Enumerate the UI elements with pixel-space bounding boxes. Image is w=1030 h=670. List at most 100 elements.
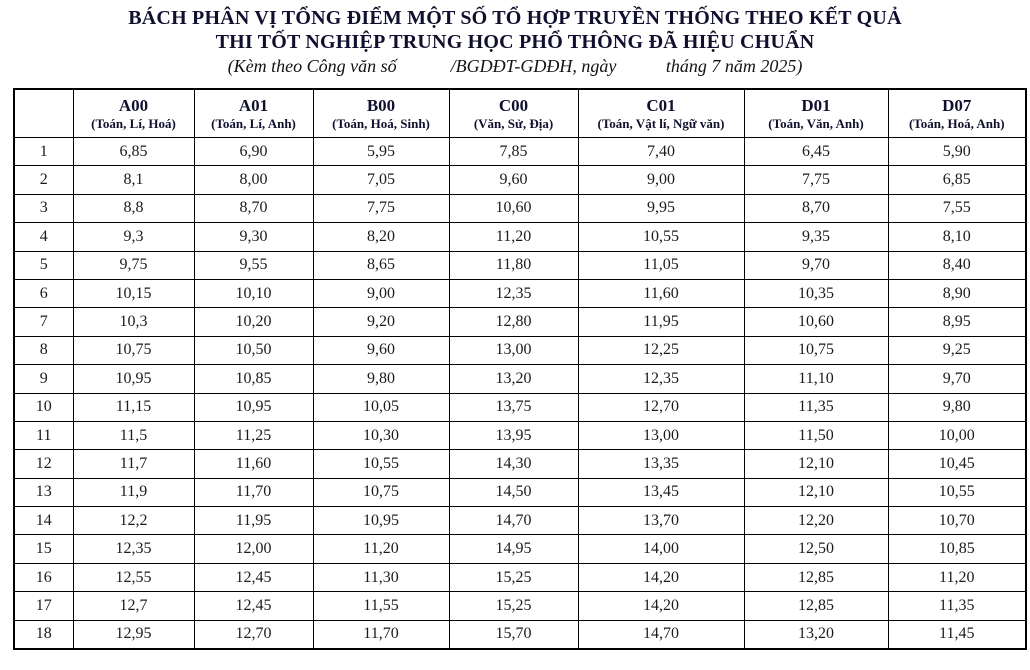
percentile-number: 13 xyxy=(13,477,74,508)
table-row: 17 12,7 12,45 11,55 15,25 14,20 12,85 11,35 xyxy=(13,591,1027,621)
score-cell: 9,35 xyxy=(743,222,889,252)
percentile-number: 16 xyxy=(13,562,74,593)
score-cell: 8,70 xyxy=(193,193,314,224)
score-cell: 8,1 xyxy=(72,165,195,195)
page-title-line1: BÁCH PHÂN VỊ TỔNG ĐIỂM MỘT SỐ TỔ HỢP TRU… xyxy=(128,7,902,29)
score-cell: 10,55 xyxy=(887,477,1027,508)
column-code: A01 xyxy=(238,96,269,115)
percentile-number: 10 xyxy=(13,392,74,422)
column-subjects: (Toán, Hoá, Anh) xyxy=(908,116,1005,131)
score-cell: 13,70 xyxy=(577,506,745,536)
score-cell: 8,65 xyxy=(312,250,450,280)
score-cell: 10,45 xyxy=(887,449,1027,479)
column-header-blank xyxy=(13,88,74,138)
document-header: BÁCH PHÂN VỊ TỔNG ĐIỂM MỘT SỐ TỔ HỢP TRU… xyxy=(0,0,1030,77)
percentile-score-table: A00 (Toán, Lí, Hoá) A01 (Toán, Lí, Anh) B00(… xyxy=(13,88,1027,651)
score-cell: 8,95 xyxy=(887,307,1027,337)
score-cell: 11,20 xyxy=(887,562,1027,593)
score-cell: 10,75 xyxy=(312,477,450,508)
score-cell: 14,20 xyxy=(577,562,745,593)
column-subjects: (Toán, Vật lí, Ngữ văn) xyxy=(597,116,725,131)
percentile-number: 18 xyxy=(13,619,74,650)
page-subtitle: (Kèm theo Công văn số /BGDĐT-GDĐH, ngày … xyxy=(227,56,803,76)
table-row: 6 10,15 10,10 9,00 12,35 11,60 10,35 8,90 xyxy=(13,278,1027,309)
column-subjects: (Toán, Văn, Anh) xyxy=(768,116,864,131)
score-cell: 9,60 xyxy=(448,165,579,195)
score-cell: 13,75 xyxy=(448,392,579,422)
score-cell: 13,45 xyxy=(577,477,745,508)
table-header-row: A00 (Toán, Lí, Hoá) A01 (Toán, Lí, Anh) B00(… xyxy=(13,88,1027,138)
column-code: B00 xyxy=(366,96,396,115)
score-cell: 10,35 xyxy=(743,278,889,309)
page-title-line2: THI TỐT NGHIỆP TRUNG HỌC PHỔ THÔNG ĐÃ HI… xyxy=(215,31,815,53)
percentile-number: 4 xyxy=(13,222,74,252)
score-cell: 11,05 xyxy=(577,250,745,280)
score-cell: 12,00 xyxy=(193,534,314,564)
score-cell: 9,80 xyxy=(312,364,450,394)
score-cell: 11,10 xyxy=(743,364,889,394)
column-header-D01: D01 (Toán, Văn, Anh) xyxy=(743,88,889,138)
score-cell: 10,95 xyxy=(312,506,450,536)
score-cell: 12,85 xyxy=(743,591,889,621)
score-cell: 13,20 xyxy=(448,364,579,394)
table-row: 4 9,3 9,30 8,20 11,20 10,55 9,35 8,10 xyxy=(13,222,1027,252)
score-cell: 11,55 xyxy=(312,591,450,621)
score-cell: 10,75 xyxy=(72,335,195,366)
score-cell: 10,3 xyxy=(72,307,195,337)
score-cell: 8,20 xyxy=(312,222,450,252)
percentile-number: 6 xyxy=(13,278,74,309)
score-cell: 13,00 xyxy=(577,420,745,451)
table-row: 15 12,35 12,00 11,20 14,95 14,00 12,50 10,85 xyxy=(13,534,1027,564)
score-cell: 6,90 xyxy=(193,136,314,167)
table-row: 1 6,85 6,90 5,95 7,85 7,40 6,45 5,90 xyxy=(13,136,1027,167)
table-row: 2 8,1 8,00 7,05 9,60 9,00 7,75 6,85 xyxy=(13,165,1027,195)
score-cell: 14,95 xyxy=(448,534,579,564)
score-cell: 9,75 xyxy=(72,250,195,280)
score-cell: 15,25 xyxy=(448,562,579,593)
score-cell: 8,70 xyxy=(743,193,889,224)
score-cell: 8,40 xyxy=(887,250,1027,280)
score-cell: 11,25 xyxy=(193,420,314,451)
score-cell: 10,60 xyxy=(448,193,579,224)
score-cell: 11,35 xyxy=(887,591,1027,621)
table-row: 18 12,95 12,70 11,70 15,70 14,70 13,20 11,45 xyxy=(13,619,1027,650)
score-cell: 9,30 xyxy=(193,222,314,252)
score-cell: 9,55 xyxy=(193,250,314,280)
column-header-A01: A01 (Toán, Lí, Anh) xyxy=(193,88,314,138)
score-cell: 12,10 xyxy=(743,449,889,479)
table-row: 13 11,9 11,70 10,75 14,50 13,45 12,10 10,55 xyxy=(13,477,1027,508)
column-header-C01: C01 (Toán, Vật lí, Ngữ văn) xyxy=(577,88,745,138)
score-cell: 8,90 xyxy=(887,278,1027,309)
score-cell: 9,60 xyxy=(312,335,450,366)
table-row: 12 11,7 11,60 10,55 14,30 13,35 12,10 10,45 xyxy=(13,449,1027,479)
score-cell: 9,00 xyxy=(312,278,450,309)
score-cell: 10,95 xyxy=(193,392,314,422)
score-cell: 10,55 xyxy=(312,449,450,479)
score-cell: 12,20 xyxy=(743,506,889,536)
score-cell: 10,20 xyxy=(193,307,314,337)
score-cell: 9,70 xyxy=(887,364,1027,394)
score-cell: 5,90 xyxy=(887,136,1027,167)
score-cell: 15,25 xyxy=(448,591,579,621)
percentile-number: 9 xyxy=(13,364,74,394)
score-cell: 6,85 xyxy=(72,136,195,167)
score-cell: 11,9 xyxy=(72,477,195,508)
score-cell: 8,8 xyxy=(72,193,195,224)
table-header: A00 (Toán, Lí, Hoá) A01 (Toán, Lí, Anh) B00(… xyxy=(13,88,1027,138)
score-cell: 9,70 xyxy=(743,250,889,280)
score-cell: 11,30 xyxy=(312,562,450,593)
score-cell: 8,00 xyxy=(193,165,314,195)
score-cell: 9,25 xyxy=(887,335,1027,366)
column-subjects: (Toán, Hoá, Sinh) xyxy=(332,116,430,131)
percentile-number: 8 xyxy=(13,335,74,366)
percentile-number: 1 xyxy=(13,136,74,167)
column-code: D01 xyxy=(801,96,831,115)
percentile-number: 5 xyxy=(13,250,74,280)
score-cell: 7,75 xyxy=(312,193,450,224)
table-row: 14 12,2 11,95 10,95 14,70 13,70 12,20 10,70 xyxy=(13,506,1027,536)
column-subjects: (Văn, Sử, Địa) xyxy=(473,116,554,131)
score-cell: 6,85 xyxy=(887,165,1027,195)
percentile-number: 11 xyxy=(13,420,74,451)
score-cell: 11,15 xyxy=(72,392,195,422)
column-subjects: (Toán, Lí, Hoá) xyxy=(91,116,176,131)
